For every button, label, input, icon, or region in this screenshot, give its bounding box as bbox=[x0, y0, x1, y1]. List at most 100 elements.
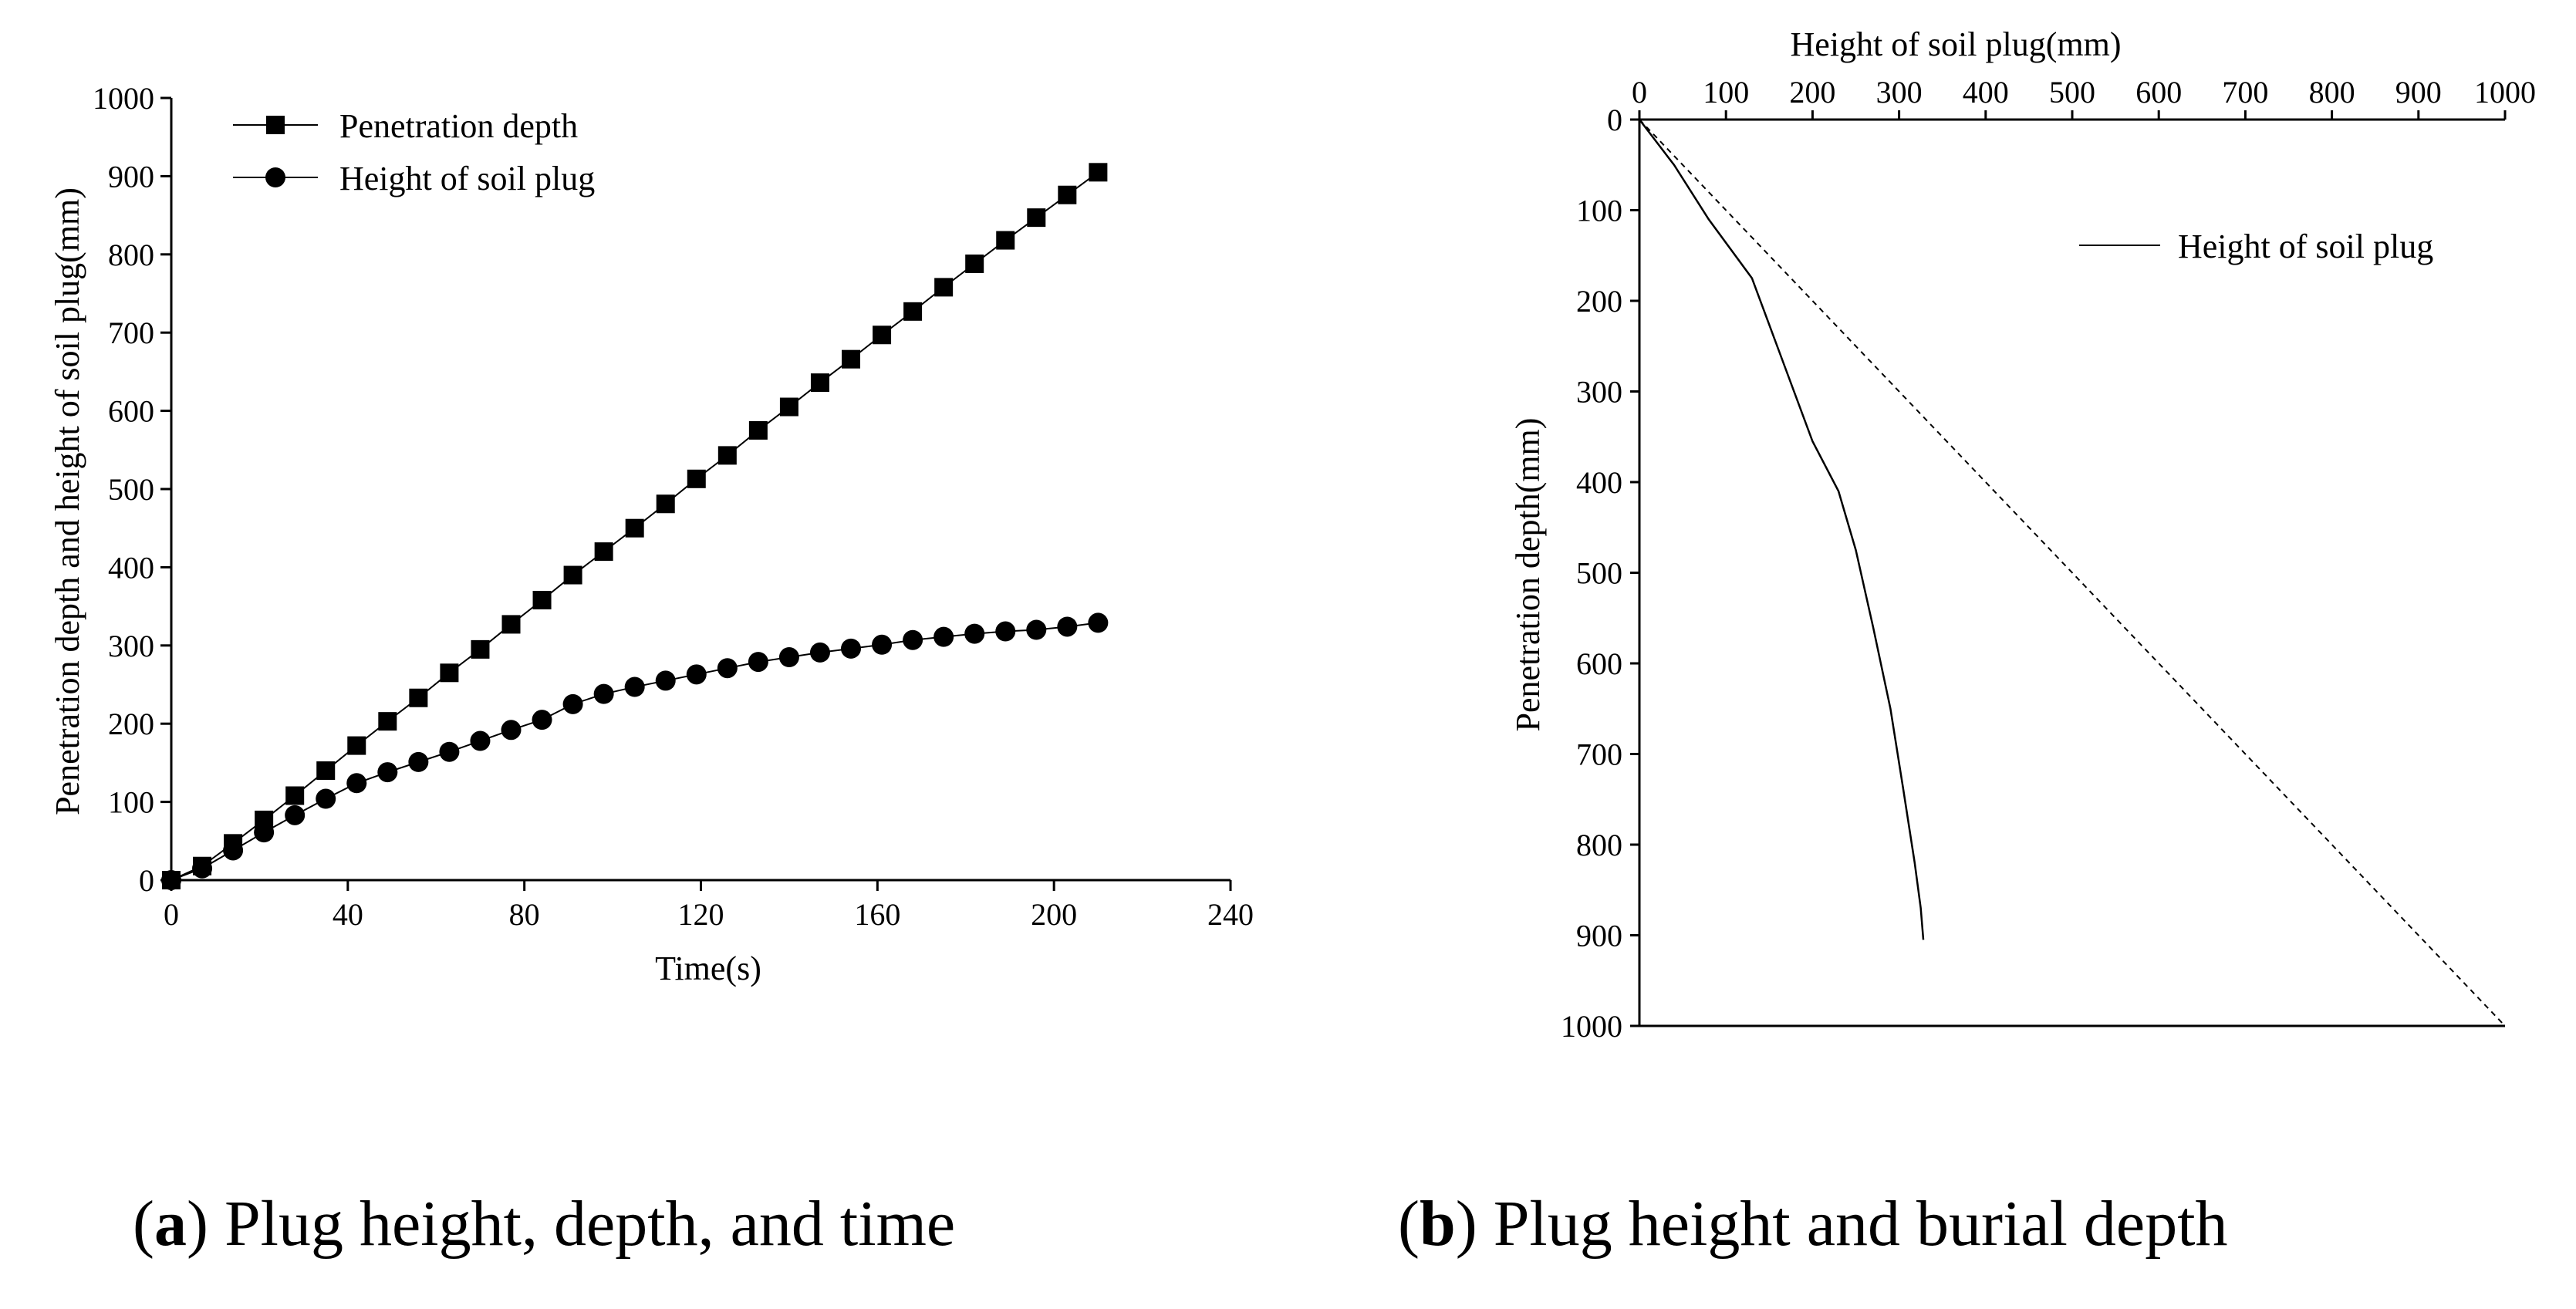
top-x-tick-label: 300 bbox=[1876, 75, 1923, 110]
chart-a-ticks: 0 40 80 120 160 200 240 0 100 200 300 400 500 600 700 8… bbox=[93, 81, 1254, 932]
penetration-depth-point bbox=[748, 420, 768, 440]
y-tick-label: 800 bbox=[1576, 828, 1622, 862]
y-tick-label: 500 bbox=[1576, 556, 1622, 591]
penetration-depth-point bbox=[501, 615, 521, 634]
soil-plug-height-point bbox=[346, 773, 367, 794]
x-tick-label: 200 bbox=[1031, 897, 1077, 932]
penetration-depth-point bbox=[965, 254, 984, 273]
top-x-tick-label: 900 bbox=[2395, 75, 2442, 110]
y-tick-label: 0 bbox=[139, 863, 154, 898]
y-tick-label: 700 bbox=[108, 315, 154, 350]
penetration-depth-point bbox=[873, 326, 892, 345]
penetration-depth-point bbox=[409, 688, 428, 707]
chart-b-series bbox=[1639, 119, 2506, 1027]
reference-diagonal-dashed-line bbox=[1639, 119, 2506, 1027]
y-tick-label: 200 bbox=[1576, 284, 1622, 319]
caption-b-letter: b bbox=[1419, 1188, 1456, 1260]
y-tick-label: 700 bbox=[1576, 737, 1622, 772]
legend-penetration-square-marker bbox=[266, 116, 285, 134]
chart-b-x-axis-title: Height of soil plug(mm) bbox=[1791, 25, 2122, 63]
penetration-depth-point bbox=[563, 565, 582, 585]
soil-plug-height-point bbox=[903, 629, 923, 650]
penetration-depth-point bbox=[285, 786, 305, 805]
penetration-depth-point bbox=[347, 736, 366, 755]
penetration-depth-point bbox=[532, 590, 552, 609]
penetration-depth-point bbox=[934, 278, 954, 297]
legend-plug-circle-marker bbox=[265, 167, 285, 187]
soil-plug-height-point bbox=[470, 730, 491, 751]
x-tick-label: 80 bbox=[509, 897, 540, 932]
chart-a-y-axis-title: Penetration depth and height of soil plu… bbox=[49, 187, 86, 815]
top-x-tick-label: 200 bbox=[1789, 75, 1835, 110]
penetration-depth-point bbox=[1058, 185, 1077, 204]
soil-plug-height-point bbox=[192, 858, 213, 879]
top-x-tick-label: 600 bbox=[2135, 75, 2182, 110]
soil-plug-height-point bbox=[1026, 619, 1047, 640]
soil-plug-height-point bbox=[964, 623, 985, 644]
top-x-tick-label: 700 bbox=[2222, 75, 2268, 110]
penetration-depth-point bbox=[316, 761, 336, 781]
soil-plug-height-point bbox=[778, 647, 799, 668]
soil-plug-height-point bbox=[841, 638, 862, 659]
penetration-depth-point bbox=[440, 663, 459, 683]
soil-plug-height-point bbox=[562, 693, 583, 714]
soil-plug-height-point bbox=[809, 642, 830, 663]
y-tick-label: 800 bbox=[108, 238, 154, 272]
y-tick-label: 900 bbox=[1576, 919, 1622, 953]
penetration-depth-point bbox=[594, 542, 613, 562]
chart-b-depth-profile: 0 100 200 300 400 500 600 700 800 900 1000 0 100 200 3… bbox=[1512, 25, 2536, 1044]
x-tick-label: 40 bbox=[333, 897, 363, 932]
penetration-depth-point bbox=[625, 518, 644, 538]
legend-penetration-label: Penetration depth bbox=[339, 107, 578, 145]
chart-a-time-series: 0 40 80 120 160 200 240 0 100 200 300 400 500 600 700 8… bbox=[49, 81, 1254, 987]
y-tick-label: 100 bbox=[108, 785, 154, 820]
soil-plug-height-point bbox=[593, 683, 614, 704]
chart-b-ticks: 0 100 200 300 400 500 600 700 800 900 1000 0 100 200 3… bbox=[1561, 75, 2536, 1044]
y-tick-label: 300 bbox=[108, 629, 154, 663]
y-tick-label: 400 bbox=[108, 550, 154, 585]
x-tick-label: 120 bbox=[678, 897, 724, 932]
soil-plug-height-point bbox=[532, 710, 552, 730]
penetration-depth-point bbox=[717, 446, 737, 465]
chart-a-series bbox=[161, 163, 1109, 890]
penetration-depth-point bbox=[687, 469, 706, 488]
penetration-depth-point bbox=[1027, 208, 1046, 228]
x-tick-label: 0 bbox=[164, 897, 179, 932]
caption-b: (b) Plug height and burial depth bbox=[1398, 1188, 2228, 1260]
caption-a-letter: a bbox=[154, 1188, 187, 1260]
soil-plug-height-point bbox=[655, 670, 676, 691]
soil-plug-height-point bbox=[624, 676, 645, 697]
penetration-depth-point bbox=[471, 639, 490, 659]
penetration-depth-point bbox=[1089, 163, 1108, 182]
legend-plug-label: Height of soil plug bbox=[339, 160, 595, 197]
soil-plug-height-point bbox=[316, 788, 336, 809]
penetration-depth-point bbox=[842, 349, 861, 369]
x-tick-label: 160 bbox=[854, 897, 900, 932]
penetration-depth-point bbox=[779, 397, 798, 417]
y-tick-label: 100 bbox=[1576, 194, 1622, 228]
chart-b-y-axis-title: Penetration depth(mm) bbox=[1512, 418, 1547, 732]
soil-plug-height-point bbox=[501, 720, 522, 741]
chart-b-legend: Height of soil plug bbox=[2079, 228, 2433, 265]
soil-plug-height-point bbox=[223, 840, 244, 861]
chart-a-legend: Penetration depth Height of soil plug bbox=[233, 107, 595, 197]
top-x-tick-label: 500 bbox=[2049, 75, 2095, 110]
series-line-height-of-soil-plug bbox=[170, 622, 1099, 881]
penetration-depth-point bbox=[996, 231, 1015, 250]
top-x-tick-label: 100 bbox=[1703, 75, 1749, 110]
soil-plug-height-point bbox=[995, 621, 1016, 642]
soil-plug-height-point bbox=[717, 658, 738, 679]
soil-plug-height-curve bbox=[1639, 119, 1925, 940]
penetration-depth-point bbox=[903, 302, 923, 321]
y-tick-label: 500 bbox=[108, 472, 154, 507]
y-tick-label: 300 bbox=[1576, 375, 1622, 410]
soil-plug-height-point bbox=[934, 626, 954, 647]
soil-plug-height-point bbox=[1088, 612, 1109, 633]
top-x-tick-label: 800 bbox=[2309, 75, 2355, 110]
soil-plug-height-point bbox=[686, 664, 707, 685]
top-x-tick-label: 1000 bbox=[2474, 75, 2536, 110]
penetration-depth-point bbox=[810, 373, 829, 393]
y-tick-label: 200 bbox=[108, 707, 154, 741]
soil-plug-height-point bbox=[748, 652, 768, 673]
x-tick-label: 240 bbox=[1207, 897, 1254, 932]
